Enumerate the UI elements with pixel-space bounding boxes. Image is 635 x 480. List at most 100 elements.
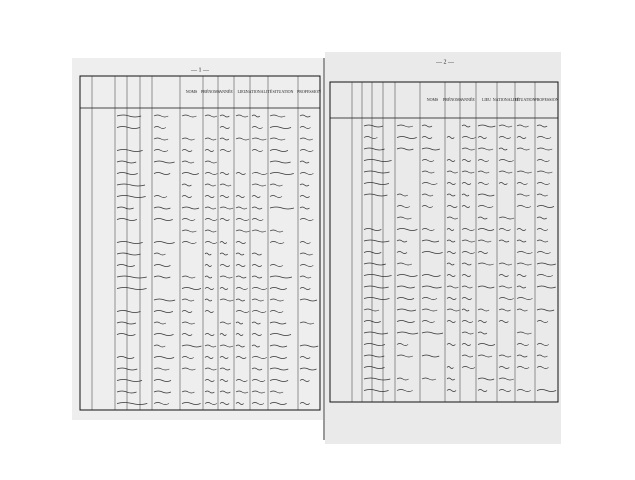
handwriting (299, 149, 314, 152)
handwriting (153, 264, 171, 267)
handwriting (219, 252, 228, 256)
handwriting (461, 343, 472, 346)
handwriting (235, 195, 245, 198)
handwriting (299, 298, 318, 302)
handwriting (153, 333, 174, 336)
handwriting (477, 377, 495, 381)
handwriting (269, 321, 287, 325)
handwriting (153, 160, 175, 164)
handwriting (204, 356, 214, 359)
handwriting (498, 377, 514, 381)
handwriting (235, 264, 246, 267)
handwriting (446, 377, 456, 381)
handwriting (363, 251, 382, 254)
page-number: — 2 — (435, 59, 455, 65)
handwriting (516, 205, 532, 208)
handwriting (498, 285, 513, 289)
column-header: LIEU (237, 89, 246, 94)
handwriting (536, 285, 556, 289)
handwriting (153, 298, 176, 302)
handwriting (421, 124, 433, 128)
handwriting (181, 229, 197, 233)
handwriting (396, 354, 413, 358)
handwriting (251, 206, 263, 210)
handwriting (498, 366, 510, 369)
handwriting (153, 275, 171, 279)
handwriting (235, 206, 248, 210)
handwriting (219, 114, 230, 118)
handwriting (299, 252, 313, 256)
handwriting (153, 252, 166, 256)
handwriting (181, 367, 196, 371)
handwriting (153, 402, 170, 405)
handwriting (498, 320, 509, 323)
handwriting (396, 193, 409, 197)
handwriting (219, 172, 230, 175)
handwriting (421, 136, 433, 139)
handwriting (299, 183, 310, 187)
handwriting (269, 367, 289, 371)
handwriting (516, 251, 533, 254)
handwriting (269, 275, 293, 279)
handwriting (269, 344, 288, 348)
handwriting (181, 206, 200, 210)
handwriting (421, 159, 435, 162)
handwriting (116, 390, 137, 394)
handwriting (116, 183, 146, 187)
handwriting (446, 320, 456, 323)
handwriting (116, 252, 141, 256)
handwriting (421, 285, 442, 289)
handwriting (446, 308, 460, 312)
handwriting (477, 389, 488, 392)
handwriting (446, 285, 459, 289)
handwriting (153, 172, 171, 175)
handwriting (204, 390, 215, 394)
handwriting (251, 172, 268, 175)
handwriting (396, 274, 418, 277)
handwriting (204, 402, 218, 405)
handwriting (269, 310, 284, 313)
handwriting (219, 241, 228, 244)
handwriting (269, 172, 294, 175)
handwriting (116, 149, 143, 152)
handwriting (363, 239, 390, 243)
handwriting (498, 182, 508, 185)
handwriting (235, 310, 250, 313)
handwriting (116, 402, 148, 405)
handwriting (219, 356, 229, 359)
handwriting (204, 344, 217, 348)
handwriting (269, 390, 284, 394)
handwriting (446, 170, 458, 174)
handwriting (446, 136, 455, 139)
handwriting (536, 147, 553, 151)
column-header: NATIONALITÉ (493, 97, 520, 102)
handwriting (219, 149, 232, 152)
handwriting (516, 136, 527, 139)
handwriting (396, 262, 412, 266)
handwriting (536, 170, 553, 174)
handwriting (153, 367, 170, 371)
handwriting (181, 402, 201, 405)
handwriting (363, 308, 380, 312)
handwriting (269, 183, 283, 187)
handwriting (461, 159, 472, 162)
handwriting (235, 229, 250, 233)
handwriting (461, 193, 470, 197)
handwriting (116, 114, 142, 118)
handwriting (235, 298, 246, 302)
handwriting (536, 262, 556, 266)
handwriting (153, 321, 167, 325)
handwriting (116, 206, 134, 210)
column-header: PRÉNOMS (201, 89, 220, 94)
handwriting (446, 366, 454, 369)
handwriting (153, 218, 173, 221)
handwriting (477, 239, 492, 243)
handwriting (363, 343, 386, 346)
handwriting (516, 354, 528, 358)
handwriting (251, 218, 264, 221)
handwriting (153, 356, 175, 359)
handwriting (461, 251, 475, 254)
handwriting (251, 287, 268, 290)
handwriting (421, 205, 433, 208)
handwriting (498, 159, 514, 162)
